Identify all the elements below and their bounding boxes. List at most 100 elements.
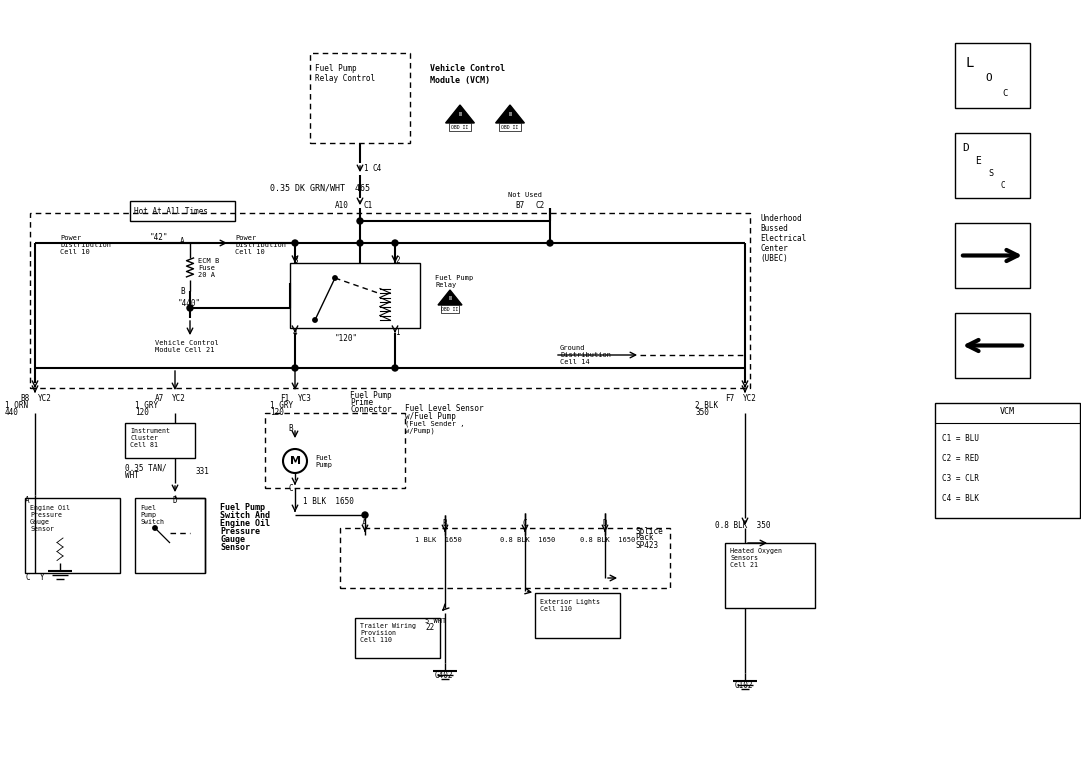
Text: C: C	[25, 574, 29, 583]
Circle shape	[392, 240, 398, 246]
Bar	[955, 133, 1030, 198]
Text: WHT: WHT	[125, 471, 138, 479]
Text: II: II	[448, 296, 452, 301]
Text: Vehicle Control: Vehicle Control	[430, 63, 505, 73]
Text: Fuel: Fuel	[315, 455, 332, 461]
Bar	[135, 498, 205, 573]
Text: 0.35 DK GRN/WHT  465: 0.35 DK GRN/WHT 465	[270, 183, 370, 192]
Circle shape	[292, 365, 298, 371]
Text: Pressure: Pressure	[221, 527, 261, 536]
Text: "42": "42"	[150, 233, 169, 241]
Text: Power: Power	[235, 235, 256, 241]
FancyBboxPatch shape	[499, 123, 521, 131]
Text: C: C	[1000, 181, 1004, 189]
Text: Prime: Prime	[350, 397, 373, 407]
Text: Cell 10: Cell 10	[61, 249, 90, 255]
Text: 1: 1	[363, 164, 368, 172]
Text: D: D	[172, 495, 176, 505]
Text: 120: 120	[270, 407, 284, 417]
Text: OBD II: OBD II	[502, 124, 519, 130]
Text: (UBEC): (UBEC)	[760, 254, 788, 263]
Text: YC3: YC3	[298, 393, 312, 403]
Circle shape	[152, 526, 157, 530]
Bar	[25, 498, 120, 573]
Text: C2 = RED: C2 = RED	[942, 454, 979, 462]
Text: C2: C2	[535, 200, 544, 209]
Text: 1 ORN: 1 ORN	[5, 400, 28, 410]
Text: B8: B8	[21, 393, 29, 403]
Text: Provision: Provision	[360, 630, 396, 636]
Text: Cell 81: Cell 81	[130, 442, 158, 448]
Text: 1 GRY: 1 GRY	[135, 400, 158, 410]
Text: 2: 2	[395, 256, 400, 264]
Text: C4 = BLK: C4 = BLK	[942, 493, 979, 502]
Bar	[355, 618, 440, 658]
Text: Pump: Pump	[141, 512, 156, 518]
Text: D: D	[962, 143, 969, 153]
Bar	[310, 53, 410, 143]
Text: 440: 440	[5, 407, 18, 417]
Circle shape	[357, 218, 363, 224]
Text: B7: B7	[515, 200, 524, 209]
Text: 350: 350	[695, 407, 709, 417]
Text: w/Fuel Pump: w/Fuel Pump	[405, 411, 456, 421]
Polygon shape	[495, 105, 524, 123]
Text: Vehicle Control: Vehicle Control	[155, 340, 218, 346]
Text: Module (VCM): Module (VCM)	[430, 76, 490, 84]
Text: Fuel Pump: Fuel Pump	[315, 63, 357, 73]
Text: Distribution: Distribution	[61, 242, 111, 248]
Text: Electrical: Electrical	[760, 233, 806, 243]
Text: Pump: Pump	[315, 462, 332, 468]
Text: OBD II: OBD II	[452, 124, 469, 130]
Text: F1: F1	[280, 393, 290, 403]
Text: 0.35 TAN/: 0.35 TAN/	[125, 464, 166, 472]
Text: Heated Oxygen: Heated Oxygen	[730, 548, 782, 554]
Text: Trailer Wiring: Trailer Wiring	[360, 623, 416, 629]
Circle shape	[312, 318, 317, 322]
Text: Ground: Ground	[560, 345, 586, 351]
Text: C: C	[1002, 88, 1007, 97]
Text: O: O	[985, 73, 991, 83]
Text: Gauge: Gauge	[221, 536, 245, 544]
Text: 331: 331	[195, 466, 209, 475]
Text: 120: 120	[135, 407, 149, 417]
Text: M: M	[290, 456, 301, 466]
Text: C4: C4	[372, 164, 382, 172]
Text: C1: C1	[363, 200, 372, 209]
Text: 1 BLK  1650: 1 BLK 1650	[303, 496, 353, 506]
Text: 2 BLK: 2 BLK	[695, 400, 718, 410]
Text: Cell 10: Cell 10	[235, 249, 265, 255]
Text: "440": "440"	[178, 298, 201, 308]
Polygon shape	[438, 290, 462, 305]
Bar	[130, 201, 235, 221]
Text: Cell 21: Cell 21	[730, 562, 758, 568]
Text: Instrument: Instrument	[130, 428, 170, 434]
Text: A10: A10	[335, 200, 349, 209]
Text: Relay: Relay	[435, 282, 456, 288]
Text: OBD II: OBD II	[441, 307, 458, 312]
Text: YC2: YC2	[743, 393, 757, 403]
Text: Fuel Pump: Fuel Pump	[350, 390, 391, 400]
Text: C: C	[522, 519, 526, 529]
Text: w/Pump): w/Pump)	[405, 427, 435, 434]
Text: Exterior Lights: Exterior Lights	[540, 599, 600, 605]
Text: F7: F7	[725, 393, 734, 403]
FancyBboxPatch shape	[450, 123, 471, 131]
Text: B: B	[442, 519, 446, 529]
Circle shape	[392, 365, 398, 371]
Text: Power: Power	[61, 235, 81, 241]
Text: Cell 110: Cell 110	[360, 637, 392, 643]
Text: G402: G402	[435, 670, 454, 679]
Text: G102: G102	[735, 680, 753, 690]
Text: Not Used: Not Used	[508, 192, 542, 198]
Text: Cell 14: Cell 14	[560, 359, 590, 365]
Text: D: D	[602, 519, 606, 529]
Text: Distribution: Distribution	[560, 352, 611, 358]
Text: S: S	[988, 169, 993, 178]
Text: Fuel Level Sensor: Fuel Level Sensor	[405, 404, 483, 413]
Text: 5 WHT: 5 WHT	[425, 618, 446, 624]
Text: C1 = BLU: C1 = BLU	[942, 434, 979, 442]
Circle shape	[292, 240, 298, 246]
Text: II: II	[458, 112, 462, 117]
Text: A: A	[25, 495, 29, 505]
